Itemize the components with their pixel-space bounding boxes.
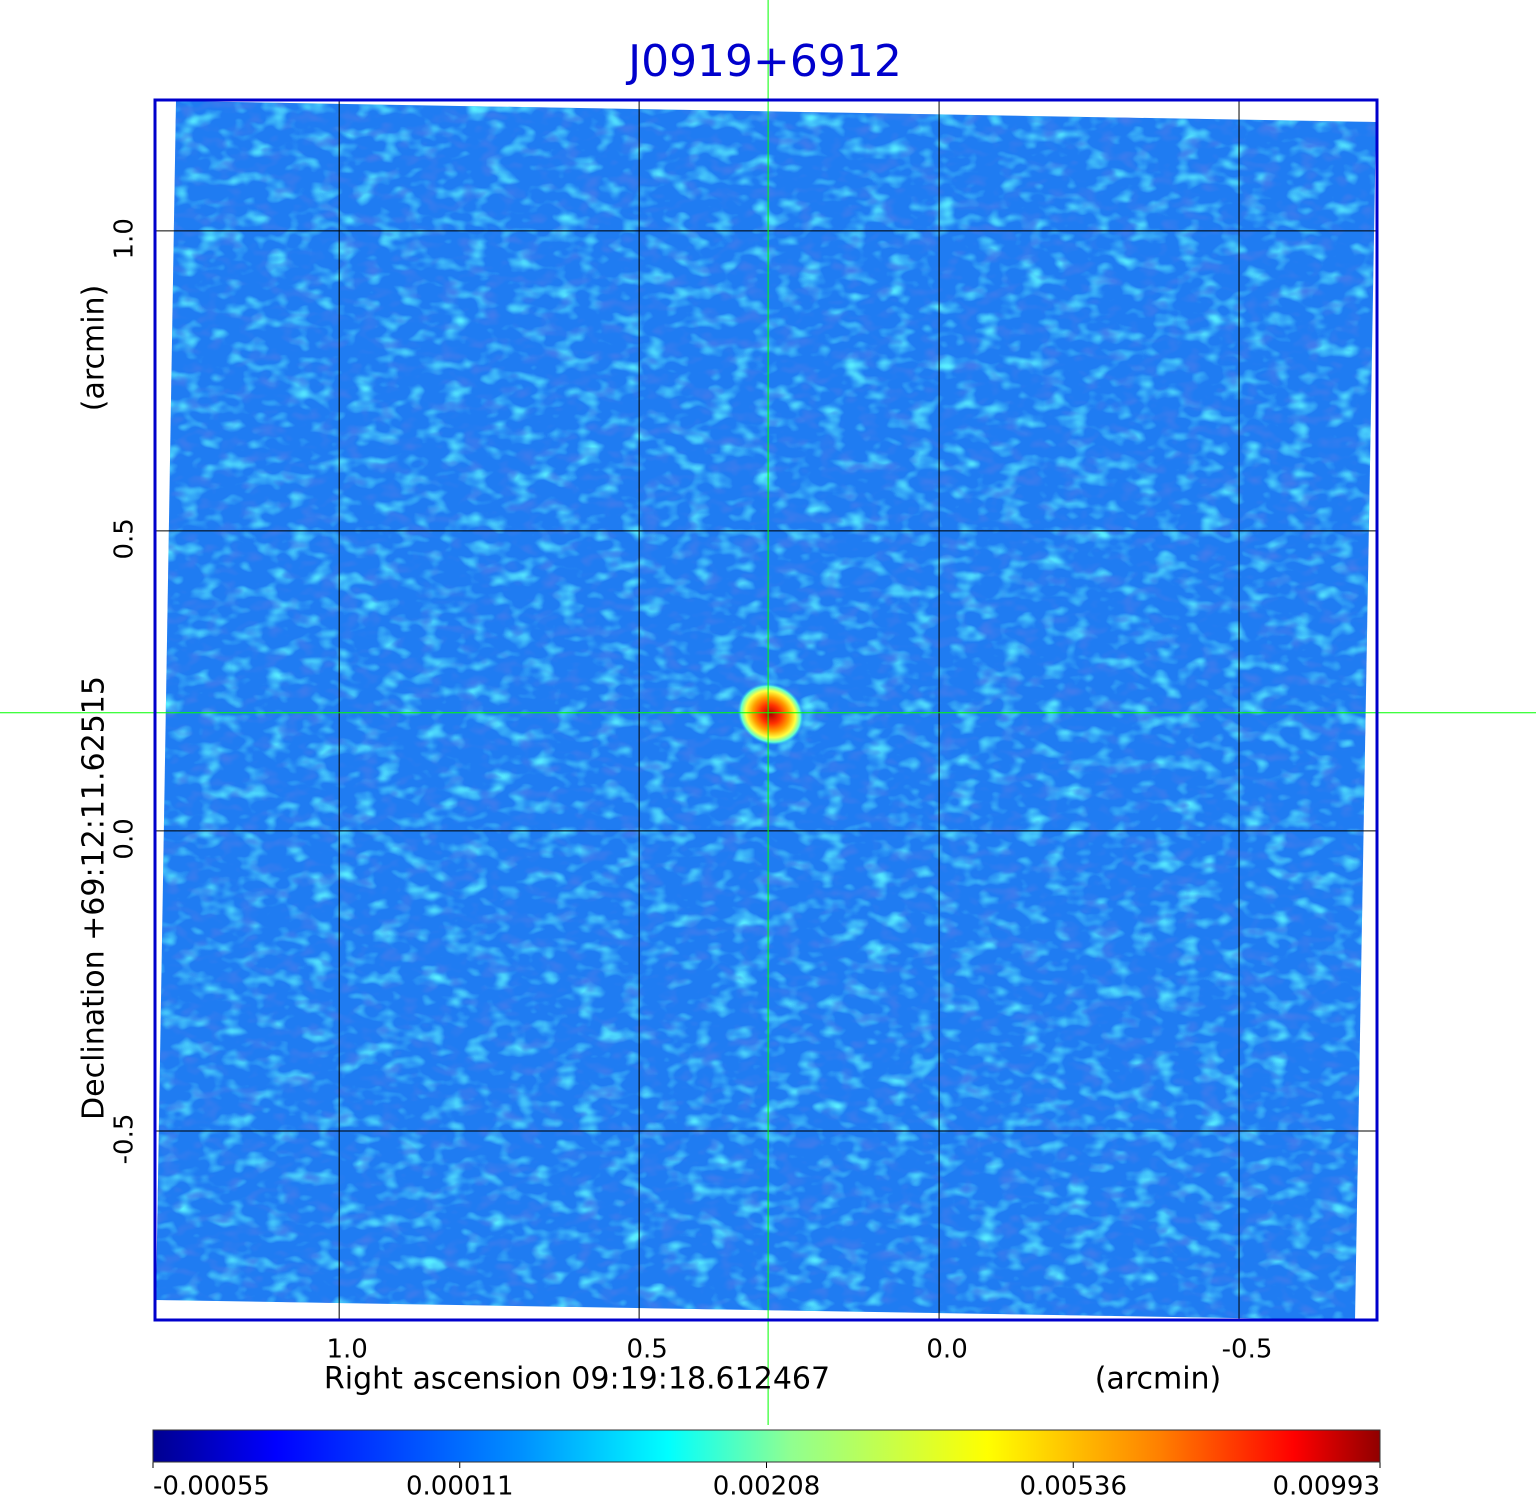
x-tick-label: 1.0 bbox=[326, 1335, 367, 1365]
colorbar-tick-label: 0.00536 bbox=[1019, 1472, 1127, 1500]
x-tick-label: 0.0 bbox=[926, 1335, 967, 1365]
y-axis-label: Declination +69:12:11.62515 bbox=[77, 676, 112, 1120]
source bbox=[737, 683, 804, 746]
y-axis-unit: (arcmin) bbox=[77, 285, 112, 412]
y-tick-label: 0.0 bbox=[110, 818, 140, 859]
colorbar-tick-label: -0.00055 bbox=[153, 1472, 270, 1500]
x-tick-label: -0.5 bbox=[1222, 1335, 1273, 1365]
colorbar-tick-label: 0.00011 bbox=[406, 1472, 514, 1500]
chart-title: J0919+6912 bbox=[625, 36, 902, 87]
colorbar-tick-label: 0.00993 bbox=[1272, 1472, 1380, 1500]
x-axis-label: Right ascension 09:19:18.612467 bbox=[324, 1362, 830, 1397]
colorbar bbox=[152, 1429, 1381, 1463]
y-tick-label: 1.0 bbox=[110, 218, 140, 259]
colorbar-tick-label: 0.00208 bbox=[713, 1472, 821, 1500]
x-axis-unit: (arcmin) bbox=[1095, 1362, 1222, 1397]
frame bbox=[153, 98, 1379, 1322]
x-tick-label: 0.5 bbox=[626, 1335, 667, 1365]
y-tick-label: 0.5 bbox=[110, 518, 140, 559]
y-tick-label: -0.5 bbox=[110, 1114, 140, 1165]
